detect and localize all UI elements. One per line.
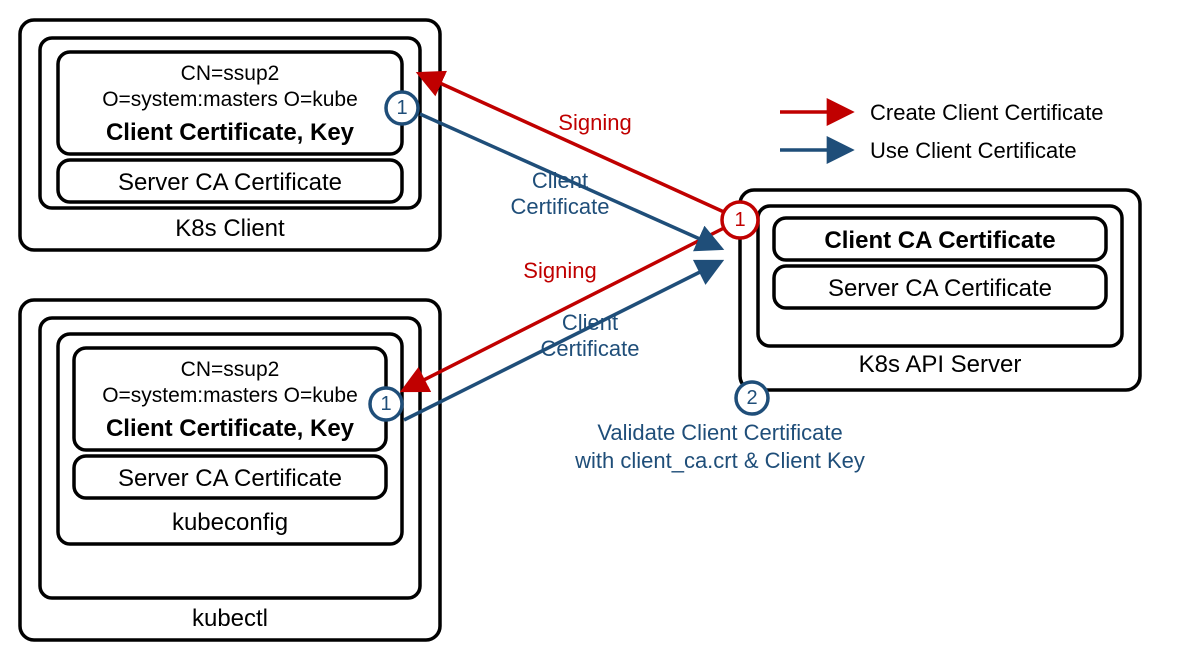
- kubectl-cert-title: Client Certificate, Key: [106, 415, 355, 442]
- client-cert-o: O=system:masters O=kube: [102, 88, 358, 111]
- k8s-client-node: CN=ssup2 O=system:masters O=kube Client …: [20, 20, 440, 250]
- legend: Create Client Certificate Use Client Cer…: [780, 100, 1104, 163]
- edge-clientcert-top-l1: Client: [532, 168, 588, 193]
- edge-signing-bot-label: Signing: [523, 258, 596, 283]
- svg-text:2: 2: [746, 387, 757, 409]
- api-server-title: K8s API Server: [859, 351, 1022, 378]
- api-server-ca-label: Server CA Certificate: [828, 275, 1052, 302]
- validate-note-l2: with client_ca.crt & Client Key: [574, 448, 865, 473]
- client-ca-label: Client CA Certificate: [824, 227, 1055, 254]
- legend-red-label: Create Client Certificate: [870, 100, 1104, 125]
- svg-text:1: 1: [734, 209, 745, 231]
- legend-blue-label: Use Client Certificate: [870, 138, 1077, 163]
- edge-signing-top-label: Signing: [558, 110, 631, 135]
- kubeconfig-title: kubeconfig: [172, 509, 288, 536]
- edge-signing-bot: [404, 228, 724, 390]
- svg-text:1: 1: [396, 97, 407, 119]
- api-server-node: Client CA Certificate Server CA Certific…: [722, 190, 1140, 414]
- kubectl-node: CN=ssup2 O=system:masters O=kube Client …: [20, 300, 440, 640]
- edge-clientcert-bot-l2: Certificate: [540, 336, 639, 361]
- edge-clientcert-top-l2: Certificate: [510, 194, 609, 219]
- server-ca-label: Server CA Certificate: [118, 169, 342, 196]
- client-cert-cn: CN=ssup2: [181, 62, 280, 85]
- diagram-canvas: CN=ssup2 O=system:masters O=kube Client …: [0, 0, 1177, 656]
- kubectl-cert-cn: CN=ssup2: [181, 358, 280, 381]
- svg-text:1: 1: [380, 393, 391, 415]
- kubectl-server-ca-label: Server CA Certificate: [118, 465, 342, 492]
- edge-clientcert-bot-l1: Client: [562, 310, 618, 335]
- validate-note-l1: Validate Client Certificate: [597, 420, 842, 445]
- k8s-client-title: K8s Client: [175, 215, 285, 242]
- client-cert-title: Client Certificate, Key: [106, 119, 355, 146]
- kubectl-cert-o: O=system:masters O=kube: [102, 384, 358, 407]
- kubectl-title: kubectl: [192, 605, 268, 632]
